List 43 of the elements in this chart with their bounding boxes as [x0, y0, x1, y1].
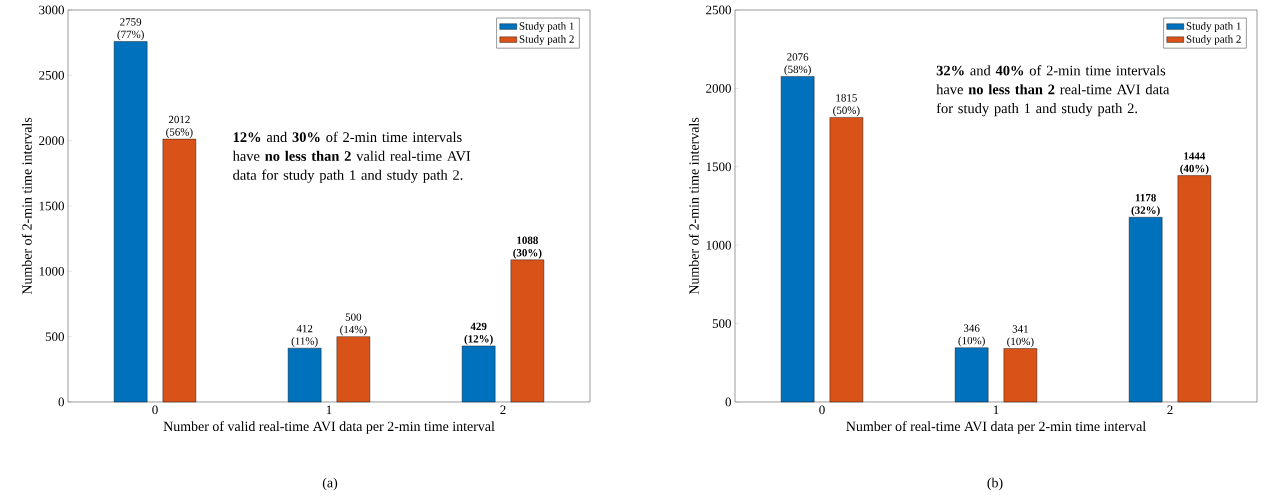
text: 32% and 40% of 2-min time intervals have no less than 2 real-time AVI data for study path 1 and study path 2. [936, 65, 1170, 117]
y-tick-label: 0 [725, 397, 731, 407]
data-label: 429 (12%) [464, 322, 493, 345]
legend-label: Study path 2 [1186, 35, 1241, 46]
x-tick-label: 0 [819, 405, 825, 415]
y-tick-label: 2500 [706, 5, 731, 15]
y-tick-label: 2000 [39, 136, 64, 146]
y-tick-label: 1500 [706, 162, 731, 172]
text: 12% and 30% of 2-min time intervals have no less than 2 valid real-time AVI data for study path 1 and study path 2. [232, 131, 471, 183]
y-tick-label: 1000 [39, 266, 64, 276]
legend-label: Study path 2 [519, 35, 574, 46]
y-tick-label: 500 [712, 319, 731, 328]
y-tick-label: 2000 [706, 84, 731, 93]
x-tick-label: 0 [152, 405, 158, 415]
data-label: 1178 (32%) [1131, 194, 1160, 217]
y-tick-label: 2500 [39, 70, 64, 80]
data-label: 412 (11%) [291, 324, 318, 347]
data-label: 1088 (30%) [513, 236, 542, 259]
data-label: 2012 (56%) [166, 115, 193, 138]
legend-label: Study path 1 [1186, 22, 1241, 32]
y-tick-label: 1500 [39, 201, 64, 211]
data-label: 1444 (40%) [1180, 152, 1209, 175]
y-axis-title: Number of 2-min time intervals [21, 117, 32, 295]
x-tick-label: 2 [1167, 405, 1173, 415]
y-tick-label: 0 [58, 397, 64, 407]
data-label: 1815 (50%) [833, 94, 860, 117]
data-label: 341 (10%) [1007, 325, 1034, 348]
y-tick-label: 500 [45, 332, 64, 342]
text: (b) [987, 477, 1003, 491]
x-axis-title: Number of real-time AVI data per 2-min time interval [846, 421, 1146, 434]
data-label: 346 (10%) [958, 324, 985, 347]
legend-label: Study path 1 [519, 22, 574, 32]
x-axis-title: Number of valid real-time AVI data per 2-min time interval [163, 421, 495, 434]
data-label: 2759 (77%) [117, 18, 144, 41]
text: (a) [322, 477, 338, 491]
data-label: 500 (14%) [340, 313, 367, 336]
x-tick-label: 1 [993, 405, 999, 415]
x-tick-label: 2 [500, 405, 506, 415]
y-tick-label: 1000 [706, 240, 731, 250]
y-axis-title: Number of 2-min time intervals [688, 117, 699, 295]
data-label: 2076 (58%) [784, 53, 811, 76]
y-tick-label: 3000 [39, 5, 64, 15]
x-tick-label: 1 [326, 405, 332, 415]
